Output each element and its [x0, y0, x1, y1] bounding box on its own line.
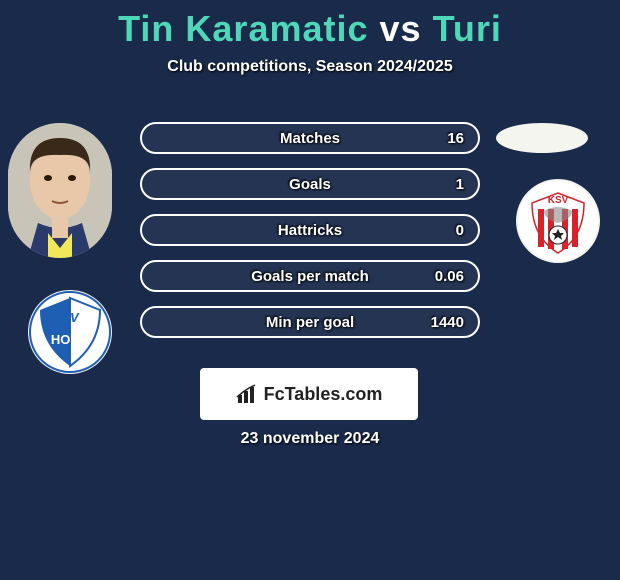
stat-row-goals: Goals 1 — [140, 168, 480, 200]
vs-text: vs — [380, 8, 422, 49]
ksv-logo: KSV — [516, 179, 600, 263]
stat-label: Hattricks — [278, 222, 342, 239]
player1-photo — [8, 123, 112, 258]
stat-row-hattricks: Hattricks 0 — [140, 214, 480, 246]
stat-value: 16 — [447, 130, 464, 147]
player2-name: Turi — [433, 8, 502, 49]
brand-text: FcTables.com — [264, 384, 383, 405]
player2-badge-oval — [496, 123, 588, 153]
brand-icon — [236, 383, 258, 405]
stat-row-matches: Matches 16 — [140, 122, 480, 154]
sv-horn-logo: SV HORN — [28, 290, 112, 374]
right-club-badge: KSV — [516, 179, 600, 263]
svg-text:SV: SV — [61, 310, 80, 325]
stat-row-mpg: Min per goal 1440 — [140, 306, 480, 338]
subtitle: Club competitions, Season 2024/2025 — [0, 58, 620, 76]
stat-row-gpm: Goals per match 0.06 — [140, 260, 480, 292]
left-club-badge: SV HORN — [28, 290, 112, 374]
stat-value: 1 — [456, 176, 464, 193]
stat-label: Goals — [289, 176, 331, 193]
stat-label: Matches — [280, 130, 340, 147]
page-title: Tin Karamatic vs Turi — [0, 0, 620, 50]
stat-label: Goals per match — [251, 268, 369, 285]
stat-value: 0.06 — [435, 268, 464, 285]
stat-value: 0 — [456, 222, 464, 239]
stat-value: 1440 — [431, 314, 464, 331]
svg-text:HORN: HORN — [51, 332, 89, 347]
player-face-placeholder — [8, 123, 112, 258]
stat-label: Min per goal — [266, 314, 354, 331]
stats-container: Matches 16 Goals 1 Hattricks 0 Goals per… — [140, 122, 480, 352]
date-text: 23 november 2024 — [0, 430, 620, 448]
player1-name: Tin Karamatic — [118, 8, 368, 49]
brand-box: FcTables.com — [200, 368, 418, 420]
svg-text:KSV: KSV — [548, 195, 569, 206]
